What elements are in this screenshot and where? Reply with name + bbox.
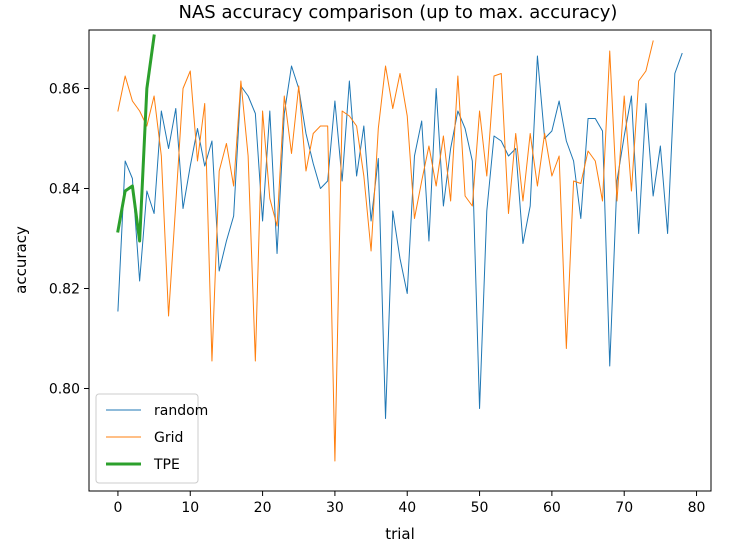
x-tick-label: 30	[326, 500, 344, 516]
legend-label-grid: Grid	[154, 430, 183, 446]
legend-label-tpe: TPE	[153, 457, 180, 473]
y-tick-label: 0.84	[49, 182, 80, 198]
chart-title: NAS accuracy comparison (up to max. accu…	[179, 2, 618, 23]
x-tick-label: 80	[688, 500, 706, 516]
x-tick-label: 40	[398, 500, 416, 516]
legend-label-random: random	[154, 403, 208, 419]
x-axis-label: trial	[385, 525, 415, 543]
y-axis: 0.80 0.82 0.84 0.86	[49, 82, 89, 398]
x-tick-label: 10	[181, 500, 199, 516]
legend-frame	[95, 393, 199, 484]
x-tick-label: 50	[471, 500, 489, 516]
series-line-random	[117, 52, 683, 419]
y-tick-label: 0.86	[49, 82, 80, 98]
x-tick-label: 70	[615, 500, 633, 516]
x-tick-label: 60	[543, 500, 561, 516]
series-line-grid	[117, 40, 654, 462]
plot-frame	[88, 29, 712, 492]
y-axis-label: accuracy	[12, 226, 30, 294]
x-tick-label: 20	[254, 500, 272, 516]
x-axis: 0 10 20 30 40 50 60 70 80	[113, 491, 705, 516]
series-layer	[116, 34, 683, 462]
series-line-tpe	[116, 34, 156, 243]
x-tick-label: 0	[113, 500, 122, 516]
y-tick-label: 0.82	[49, 282, 80, 298]
y-tick-label: 0.80	[49, 382, 80, 398]
legend: random Grid TPE	[95, 393, 208, 484]
